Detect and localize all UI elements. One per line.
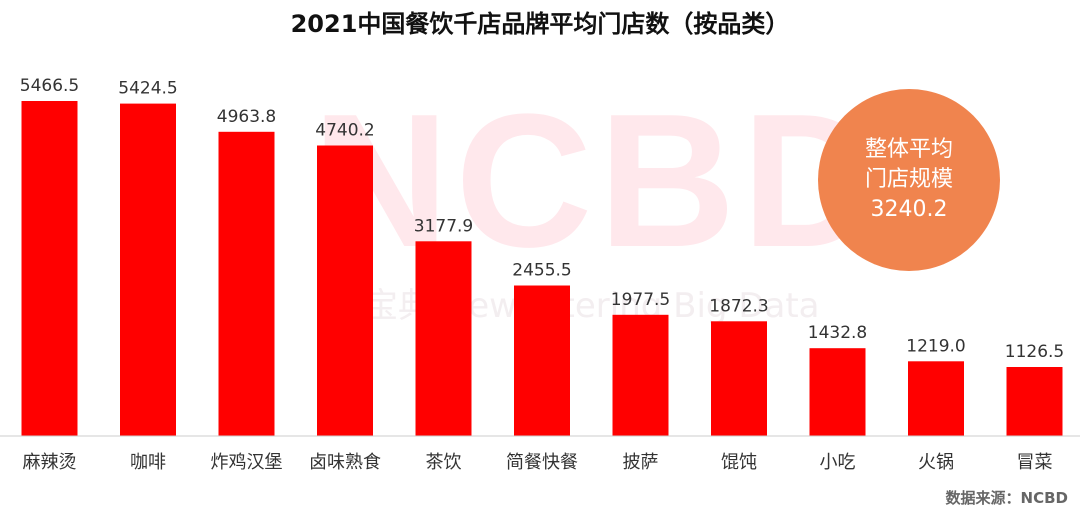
data-label-8: 1432.8 xyxy=(808,323,867,343)
bar-8 xyxy=(809,348,866,436)
category-label-2: 炸鸡汉堡 xyxy=(211,452,283,473)
category-label-0: 麻辣烫 xyxy=(23,452,77,473)
category-label-4: 茶饮 xyxy=(426,452,462,473)
average-badge-line2: 门店规模 xyxy=(864,167,953,192)
data-label-4: 3177.9 xyxy=(414,216,473,236)
data-label-0: 5466.5 xyxy=(20,76,79,96)
bar-0 xyxy=(21,101,78,436)
average-badge-value: 3240.2 xyxy=(870,197,948,222)
bar-3 xyxy=(317,145,373,436)
bar-2 xyxy=(218,131,275,437)
average-badge-line1: 整体平均 xyxy=(864,137,953,162)
bar-6 xyxy=(612,314,669,436)
data-label-9: 1219.0 xyxy=(906,336,965,356)
data-label-1: 5424.5 xyxy=(118,79,177,99)
data-label-10: 1126.5 xyxy=(1005,342,1064,362)
bar-10 xyxy=(1006,367,1063,436)
bar-1 xyxy=(120,103,176,436)
bars xyxy=(21,101,1063,437)
bar-9 xyxy=(908,361,964,436)
bar-5 xyxy=(514,285,570,436)
category-label-8: 小吃 xyxy=(820,452,856,473)
data-label-5: 2455.5 xyxy=(512,261,571,281)
category-label-10: 冒菜 xyxy=(1017,452,1053,473)
data-label-7: 1872.3 xyxy=(709,296,768,316)
category-label-6: 披萨 xyxy=(623,452,659,473)
category-label-9: 火锅 xyxy=(918,452,954,473)
data-label-6: 1977.5 xyxy=(611,290,670,310)
data-label-3: 4740.2 xyxy=(315,121,374,141)
bar-4 xyxy=(415,241,472,436)
chart-title: 2021中国餐饮千店品牌平均门店数（按品类） xyxy=(290,10,790,38)
average-size-badge: 整体平均 门店规模 3240.2 xyxy=(818,89,1000,271)
bar-7 xyxy=(711,321,767,436)
category-label-1: 咖啡 xyxy=(130,452,166,473)
category-label-3: 卤味熟食 xyxy=(309,452,381,473)
category-label-5: 简餐快餐 xyxy=(506,452,578,473)
data-label-2: 4963.8 xyxy=(217,107,276,127)
source-note: 数据来源：NCBD xyxy=(945,489,1068,507)
category-label-7: 馄饨 xyxy=(721,452,757,473)
